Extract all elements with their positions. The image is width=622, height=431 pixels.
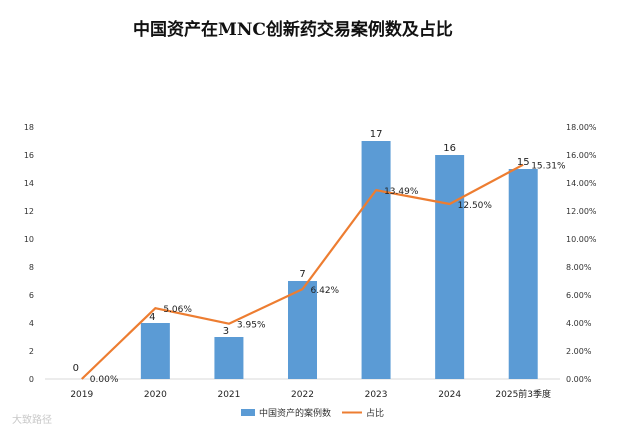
y-right-tick-label: 2.00% [566,347,592,356]
bar [361,141,391,379]
x-tick-label: 2023 [365,390,388,400]
line-value-label: 13.49% [384,187,419,197]
data-labels: 0 4 3 7 17 16 15 0.00% 5.06% 3.95% 6.42% 13.49% 12.5… [73,129,566,385]
y-right-tick-label: 12.00% [566,207,597,216]
x-tick-label: 2024 [438,390,461,400]
bar-value-label: 7 [299,269,305,280]
y-right-tick-label: 18.00% [566,123,597,132]
y-right-tick-label: 16.00% [566,151,597,160]
x-tick-label: 2022 [291,390,314,400]
y-right-tick-label: 10.00% [566,235,597,244]
legend-bar-swatch [241,409,255,416]
legend: 中国资产的案例数 占比 [241,407,384,419]
x-axis: 2019 2020 2021 2022 2023 2024 2025前3季度 [70,388,551,400]
y-left-tick-label: 10 [24,235,34,244]
y-right-tick-label: 4.00% [566,319,592,328]
y-left-tick-label: 8 [29,263,34,272]
y-left-tick-label: 4 [29,319,34,328]
x-tick-label: 2025前3季度 [495,388,551,400]
bar-value-label: 17 [370,129,383,140]
x-tick-label: 2021 [217,390,240,400]
y-right-tick-label: 8.00% [566,263,592,272]
bar [140,323,170,379]
x-tick-label: 2019 [70,390,93,400]
bar [435,155,465,379]
line-value-label: 5.06% [163,305,192,315]
y-left-tick-label: 6 [29,291,34,300]
y-left-tick-label: 0 [29,375,34,384]
bar-value-label: 4 [149,312,155,323]
y-left-tick-label: 18 [24,123,34,132]
bar-series [140,141,538,379]
chart-title: 中国资产在MNC创新药交易案例数及占比 [133,19,453,40]
y-left-tick-label: 12 [24,207,34,216]
line-value-label: 3.95% [237,321,266,331]
y-right-tick-label: 14.00% [566,179,597,188]
bar-value-label: 0 [73,363,79,374]
bar-value-label: 16 [443,143,456,154]
y-right-tick-label: 0.00% [566,375,592,384]
y-right-tick-label: 6.00% [566,291,592,300]
y-left-tick-label: 14 [24,179,34,188]
line-path [81,163,524,380]
line-value-label: 12.50% [458,201,493,211]
bar [214,337,244,379]
line-value-label: 0.00% [90,375,119,385]
y-left-tick-label: 16 [24,151,34,160]
x-tick-label: 2020 [144,390,167,400]
y-left-tick-label: 2 [29,347,34,356]
line-value-label: 6.42% [311,286,340,296]
bar-value-label: 15 [517,157,530,168]
bar [508,169,538,379]
watermark: 大致路径 [12,413,52,426]
line-series [81,163,524,380]
legend-line-label: 占比 [366,407,384,419]
bar-value-label: 3 [223,326,229,337]
line-value-label: 15.31% [531,162,566,172]
bar [288,281,317,379]
left-axis: 0 2 4 6 8 10 12 14 16 18 [24,123,34,384]
right-axis: 0.00% 2.00% 4.00% 6.00% 8.00% 10.00% 12.00% 14.… [566,123,597,384]
legend-bar-label: 中国资产的案例数 [259,407,331,419]
